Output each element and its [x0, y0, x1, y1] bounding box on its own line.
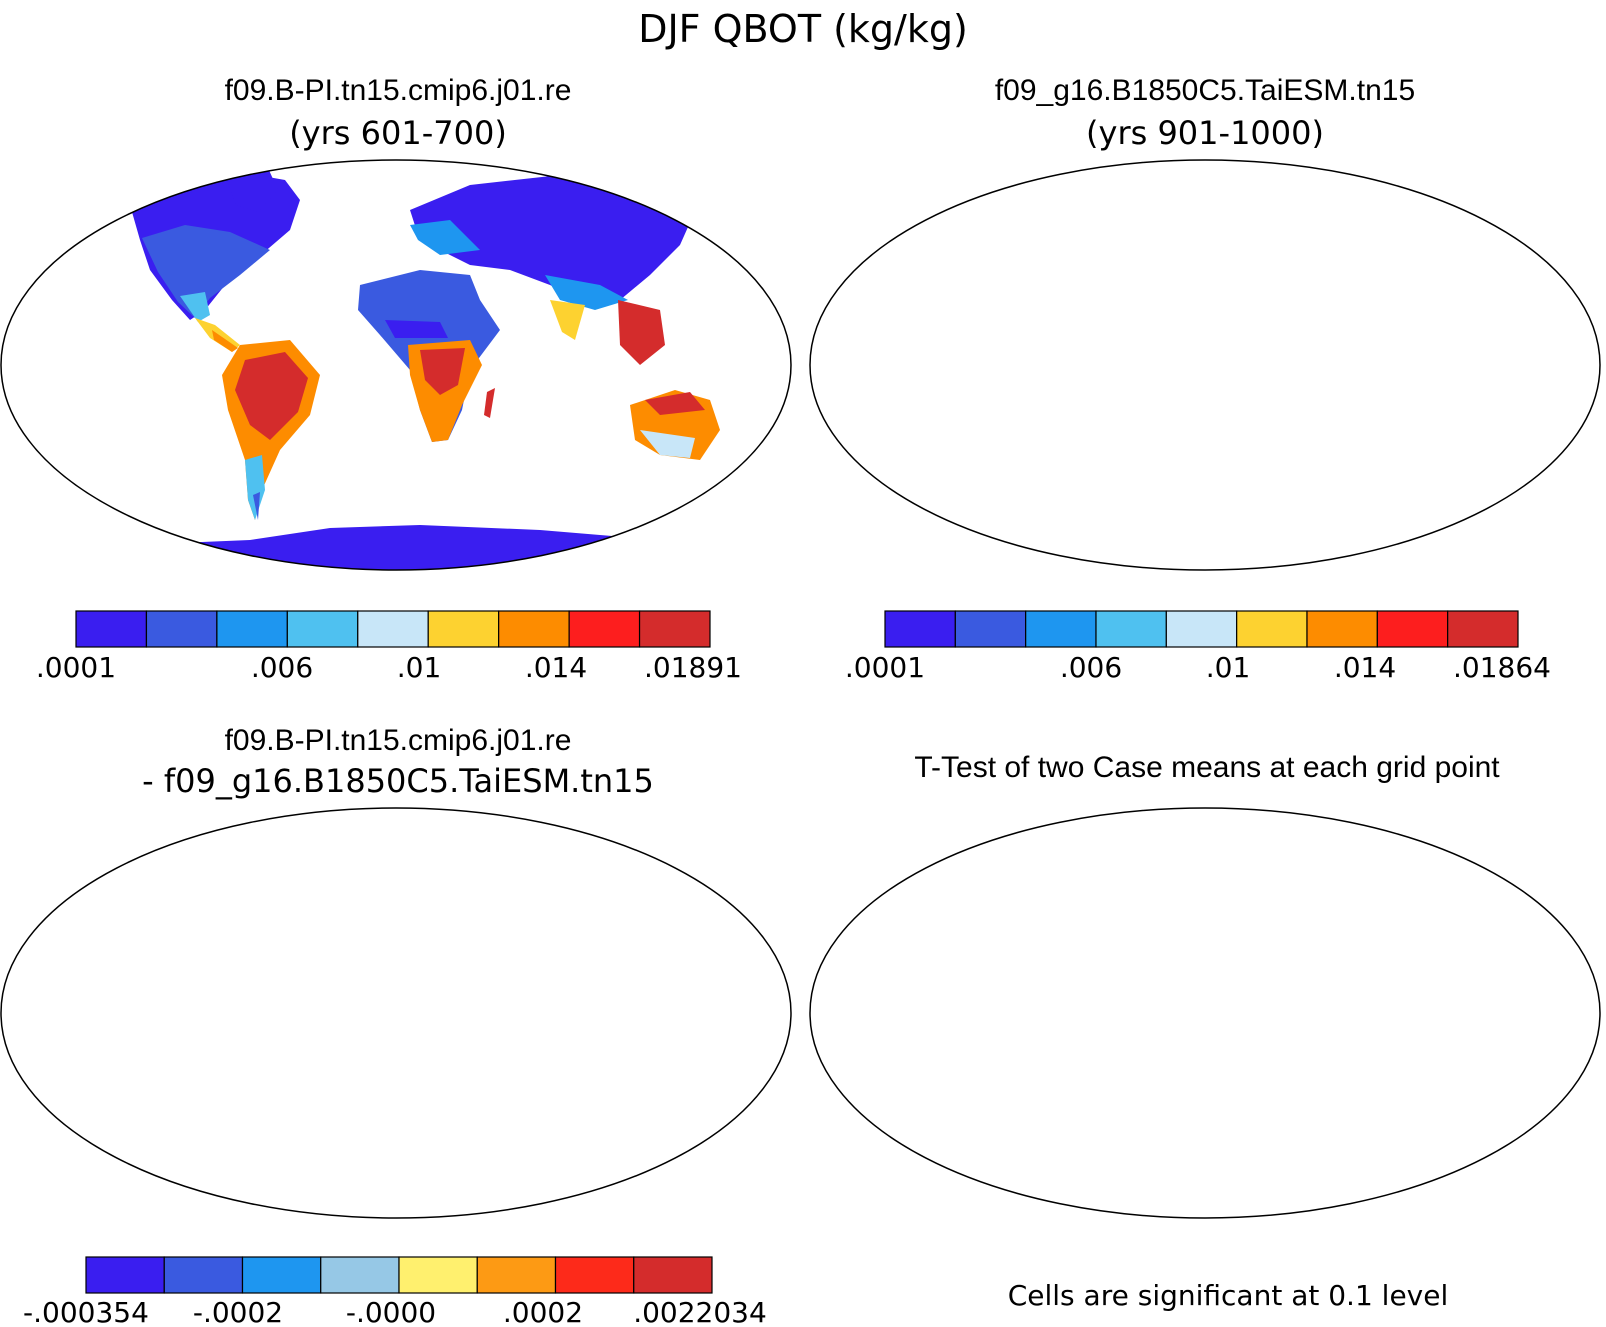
central-america-land: [195, 966, 240, 1000]
panel-case1-map-border: [0, 159, 792, 571]
panel-diff-cbar-label: -.0002: [193, 1296, 283, 1327]
panel-case1-colorbar-swatch: [216, 610, 288, 648]
panel-case2-title: f09_g16.B1850C5.TaiESM.tn15: [995, 74, 1415, 107]
panel-case1-cbar-label: .01891: [644, 651, 742, 684]
south-asia-land: [550, 300, 585, 340]
panel-diff-colorbar-swatch: [554, 1256, 635, 1294]
panel-case2-colorbar-swatch: [1025, 610, 1097, 648]
panel-ttest-map: [809, 798, 1606, 1228]
panel-diff-title: f09.B-PI.tn15.cmip6.j01.re: [225, 724, 572, 757]
panel-case1-title: f09.B-PI.tn15.cmip6.j01.re: [225, 74, 572, 107]
panel-diff-colorbar-swatch: [163, 1256, 244, 1294]
eurasia-land: [1219, 823, 1509, 948]
panel-case1-cbar-label: .014: [525, 651, 587, 684]
panel-case2-map: [809, 150, 1606, 580]
panel-case1-colorbar-swatch: [638, 610, 711, 648]
panel-case1-cbar-label: .01: [397, 651, 442, 684]
panel-case2-cbar-label: .014: [1334, 651, 1396, 684]
eurasia-land: [410, 175, 700, 300]
panel-case2-cbar-label: .006: [1060, 651, 1122, 684]
greenland-land: [225, 168, 278, 212]
panel-ttest-map-border: [809, 807, 1601, 1219]
panel-case1-colorbar-swatch: [498, 610, 570, 648]
panel-diff-colorbar: [85, 1256, 713, 1294]
south-america-land: [1031, 988, 1129, 1168]
panel-diff: f09.B-PI.tn15.cmip6.j01.re - f09_g16.B18…: [0, 724, 800, 1327]
panel-diff-cbar-label: -.0000: [346, 1296, 436, 1327]
eurasia-land: [1219, 175, 1509, 300]
antarctica-land: [0, 1173, 790, 1228]
panel-diff-colorbar-swatch: [398, 1256, 478, 1294]
south-asia-land: [1359, 300, 1394, 340]
panel-diff-subtitle: - f09_g16.B1850C5.TaiESM.tn15: [142, 762, 654, 800]
panel-case2-cbar-label: .0001: [845, 651, 925, 684]
panel-case2: f09_g16.B1850C5.TaiESM.tn15 (yrs 901-100…: [809, 74, 1606, 684]
panel-case1-cbar-label: .006: [251, 651, 313, 684]
panel-case2-colorbar-swatch: [1165, 610, 1238, 648]
north-america-land: [939, 172, 1109, 320]
panel-case1-colorbar-swatch: [75, 610, 148, 648]
australia-land: [1439, 1038, 1529, 1108]
panel-ttest: T-Test of two Case means at each grid po…: [809, 751, 1606, 1312]
panel-case2-cbar-label: .01: [1206, 651, 1251, 684]
panel-diff-cbar-label: .0002: [503, 1296, 583, 1327]
panel-case1-cbar-label: .0001: [36, 651, 116, 684]
panel-case2-map-border: [809, 159, 1601, 571]
panel-case2-colorbar-swatch: [1095, 610, 1167, 648]
north-america-land: [939, 820, 1109, 968]
panel-case2-colorbar-swatch: [884, 610, 956, 648]
panel-case1-colorbar-swatch: [568, 610, 641, 648]
panel-case1-colorbar-swatch: [427, 610, 500, 648]
panel-case2-subtitle: (yrs 901-1000): [1086, 114, 1324, 152]
south-america-land: [222, 988, 320, 1168]
panel-case2-colorbar: [884, 610, 1519, 648]
antarctica-land: [809, 1173, 1599, 1228]
south-asia-land: [550, 948, 585, 988]
central-america-land: [1004, 318, 1049, 352]
australia-land: [630, 1038, 720, 1108]
panel-diff-colorbar-swatch: [320, 1256, 400, 1294]
panel-case1-map: [1, 160, 791, 570]
panel-case1-colorbar-swatch: [286, 610, 359, 648]
panel-diff-colorbar-swatch: [476, 1256, 557, 1294]
panel-diff-colorbar-swatch: [633, 1256, 713, 1294]
africa-land: [1167, 918, 1309, 1090]
north-america-land: [130, 820, 300, 968]
panel-case2-colorbar-swatch: [1376, 610, 1449, 648]
panel-diff-colorbar-swatch: [241, 1256, 322, 1294]
panel-case1-subtitle: (yrs 601-700): [289, 114, 507, 152]
panel-ttest-title: T-Test of two Case means at each grid po…: [914, 751, 1500, 784]
panel-case1: f09.B-PI.tn15.cmip6.j01.re (yrs 601-700): [0, 74, 792, 684]
south-asia-land: [1359, 948, 1394, 988]
eurasia-land: [410, 823, 700, 948]
antarctica-land: [809, 525, 1599, 580]
panel-diff-colorbar-swatch: [85, 1256, 165, 1294]
panel-case2-colorbar-swatch: [1447, 610, 1519, 648]
panel-case2-colorbar-swatch: [1236, 610, 1308, 648]
central-america-land: [1004, 966, 1049, 1000]
panel-case2-colorbar-swatch: [1306, 610, 1378, 648]
australia-land: [1439, 390, 1529, 460]
africa-land: [1167, 270, 1309, 442]
panel-ttest-note: Cells are significant at 0.1 level: [1008, 1279, 1449, 1312]
panel-diff-cbar-label: -.000354: [23, 1296, 149, 1327]
antarctica-land: [1, 525, 790, 570]
panel-case1-colorbar-swatch: [145, 610, 218, 648]
panel-diff-cbar-label: .0022034: [633, 1296, 767, 1327]
panel-diff-map-border: [0, 807, 792, 1219]
panel-case2-cbar-label: .01864: [1453, 651, 1551, 684]
panel-case1-colorbar-swatch: [357, 610, 429, 648]
panel-case1-colorbar: [75, 610, 711, 648]
africa-land: [358, 918, 500, 1090]
panel-case2-colorbar-swatch: [954, 610, 1027, 648]
main-title: DJF QBOT (kg/kg): [638, 7, 968, 51]
panel-diff-map: [0, 798, 800, 1228]
south-america-land: [1031, 340, 1129, 520]
